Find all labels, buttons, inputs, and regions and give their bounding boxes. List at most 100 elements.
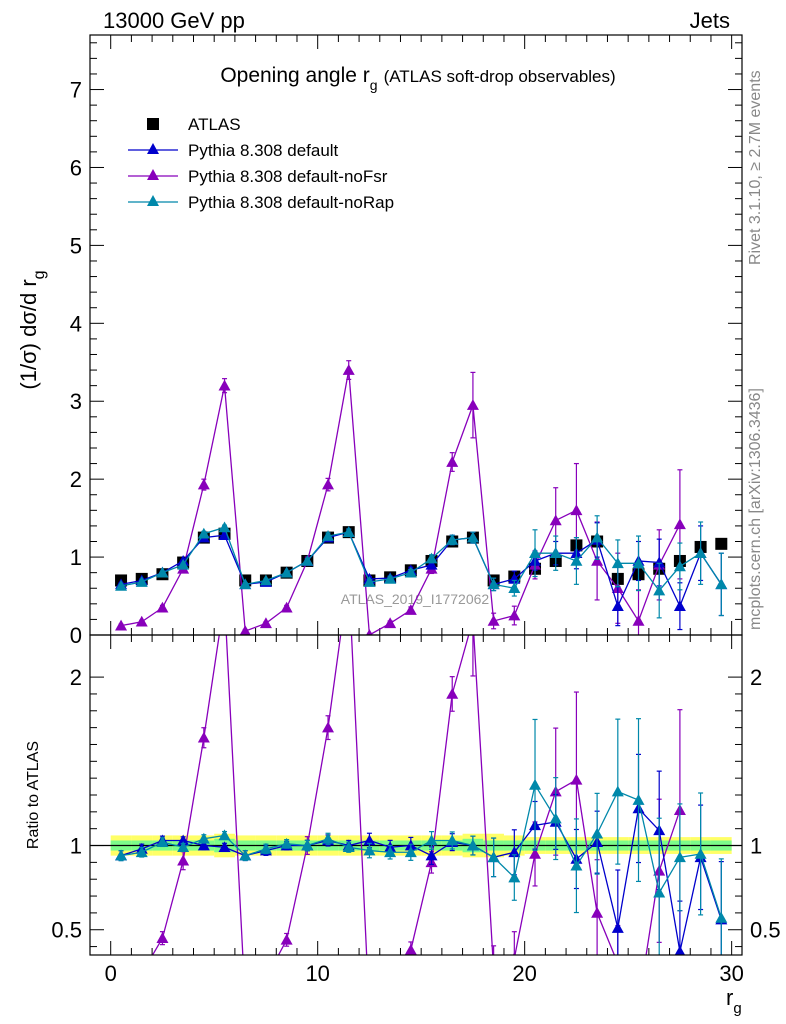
series-norap-point [694,547,707,558]
legend-label-norap: Pythia 8.308 default-noRap [188,193,394,212]
x-tick-label: 20 [512,961,536,986]
series-nofsr-point [570,504,583,516]
title-main: Opening angle r [220,64,369,87]
ratio-nofsr-point [363,1008,375,1019]
ratio-default-point [363,834,376,846]
ratio-norap-point [694,847,707,859]
data-marks [115,360,728,1019]
ratio-nofsr-point [633,998,645,1009]
series-nofsr-point [487,614,500,626]
ratio-norap-point [446,834,459,846]
series-norap-point [239,578,252,590]
ratio-nofsr-point [591,906,604,918]
y-tick-label-bottom-right: 2 [750,665,762,690]
series-norap-point [115,579,128,591]
series-nofsr-line [120,369,681,635]
ratio-nofsr-point [156,932,169,943]
y-tick-label-bottom-right: 1 [750,834,762,859]
ratio-nofsr-line [151,635,681,955]
series-nofsr-point [259,617,272,629]
ratio-default-point [197,839,210,851]
y-axis-title-top: (1/σ) dσ/d rg [16,270,48,389]
svg-text:rg: rg [726,985,742,1017]
series-norap-point [384,572,397,584]
ratio-norap-point [529,778,542,790]
atlas-data-point [715,537,728,550]
series-norap-point [197,527,210,539]
y-tick-label-top: 7 [70,78,82,103]
svg-text:Opening angle rg(ATLAS soft-dr: Opening angle rg (ATLAS soft-drop observa… [220,64,615,93]
ratio-nofsr-point [404,943,417,955]
series-norap-point [570,554,583,566]
legend-marker-default [147,143,159,154]
series-norap-point [653,584,666,596]
series-nofsr-point [322,478,335,490]
top-panel-marks [115,360,728,635]
series-norap-point [404,566,417,578]
series-norap-point [218,521,231,533]
series-nofsr-point [197,478,210,490]
legend-marker-norap [147,195,159,206]
ratio-norap-point [404,846,417,858]
legend-label-default: Pythia 8.308 default [188,141,339,160]
series-nofsr-point [632,614,645,626]
ratio-nofsr-point [384,974,396,985]
ratio-norap-point [508,871,521,883]
ratio-default-line [120,807,722,952]
xlabel-sub: g [733,1000,741,1017]
y-tick-label-bottom-right: 0.5 [750,918,781,943]
series-norap-point [156,566,169,578]
axis-ticks: 0 10 20 30 0 1 2 3 4 5 6 7 0.5 0.5 1 1 2 2 [51,35,781,986]
series-nofsr-point [549,514,562,526]
series-default-point [611,600,624,611]
series-nofsr-point [156,601,169,613]
ratio-norap-point [342,841,355,853]
ratio-nofsr-point [488,964,500,975]
ratio-default-point [425,849,438,861]
side-rivet-label: Rivet 3.1.10, ≥ 2.7M events [747,70,764,265]
ratio-norap-point [322,832,335,844]
ratio-norap-point [570,859,583,871]
ratio-nofsr-point [322,721,335,733]
ratio-nofsr-point [529,847,542,859]
title-sub: g [370,77,378,93]
series-norap-point [611,557,624,569]
ratio-norap-point [653,886,666,898]
series-norap-point [301,554,314,566]
ylabel-top-sub: g [31,270,48,279]
series-norap-point [487,578,500,590]
legend-marker-nofsr [147,169,159,180]
ratio-norap-point [156,836,169,847]
ratio-nofsr-point [512,952,516,955]
y-tick-label-bottom: 1 [70,834,82,859]
ratio-norap-point [715,911,728,923]
series-norap-point [632,557,645,569]
ratio-default-point [177,834,190,846]
y-tick-label-top: 0 [70,623,82,648]
ylabel-top-text: (1/σ) dσ/d r [16,279,41,389]
series-nofsr-point [404,604,417,615]
x-tick-label: 30 [719,961,743,986]
ratio-norap-point [280,837,293,849]
series-nofsr-point [239,625,251,635]
ratio-nofsr-point [115,979,127,990]
series-nofsr-point [591,554,604,566]
bottom-panel-frame [89,634,743,956]
ratio-nofsr-point [177,854,190,866]
series-norap-point [715,578,728,590]
series-norap-point [529,547,542,558]
ratio-default-point [218,841,231,853]
ratio-norap-point [591,827,604,839]
series-nofsr-point [673,518,686,530]
bottom-panel-marks [115,570,728,1019]
ratio-norap-point [135,846,148,858]
ratio-norap-point [632,794,645,805]
ratio-norap-point [115,849,128,861]
ratio-nofsr-point [343,570,355,581]
ratio-nofsr-point [570,773,583,785]
xlabel-text: r [726,985,733,1010]
series-default-point [653,556,666,568]
series-norap-point [425,552,438,564]
series-norap-point [135,576,148,587]
